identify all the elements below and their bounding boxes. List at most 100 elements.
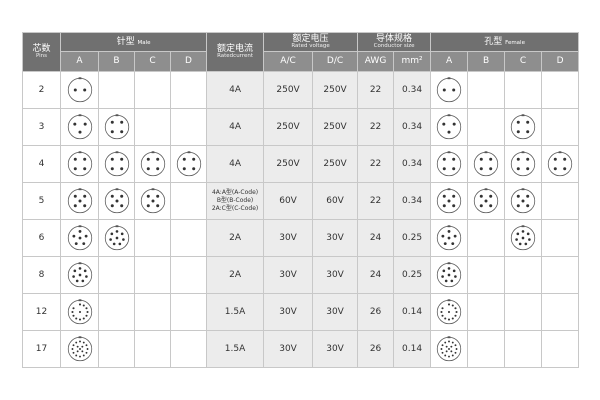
sub-header: D bbox=[541, 51, 580, 72]
icon-cell bbox=[60, 219, 99, 257]
icon-cell bbox=[467, 256, 506, 294]
icon-cell bbox=[541, 330, 580, 368]
icon-cell bbox=[169, 182, 208, 220]
voltage-header: 额定电压 Rated voltage bbox=[263, 32, 359, 52]
pins-cell: 3 bbox=[22, 108, 61, 146]
connector-icon bbox=[64, 296, 96, 328]
pins-cell: 8 bbox=[22, 256, 61, 294]
connector-icon bbox=[507, 148, 539, 180]
icon-cell bbox=[134, 182, 171, 220]
icon-cell bbox=[98, 219, 135, 257]
ac-cell: 30V bbox=[263, 256, 314, 294]
data-row: 17 1.5A 30V 30V 26 0.14 bbox=[22, 330, 580, 368]
current-line: 4A bbox=[229, 159, 241, 169]
ac-cell: 250V bbox=[263, 71, 314, 109]
mm2-cell: 0.14 bbox=[393, 330, 432, 368]
sub-header: B bbox=[98, 51, 135, 72]
awg-cell: 24 bbox=[357, 219, 395, 257]
conductor-header: 导体规格 Conductor size bbox=[357, 32, 432, 52]
connector-icon bbox=[507, 111, 539, 143]
icon-cell bbox=[134, 145, 171, 183]
mm2-cell: 0.34 bbox=[393, 182, 432, 220]
sub-header: D/C bbox=[312, 51, 359, 72]
icon-cell bbox=[134, 330, 171, 368]
ac-cell: 30V bbox=[263, 293, 314, 331]
dc-cell: 30V bbox=[312, 256, 359, 294]
current-line: B型(B-Code) bbox=[216, 196, 254, 204]
awg-cell: 24 bbox=[357, 256, 395, 294]
icon-cell bbox=[430, 219, 469, 257]
dc-cell: 30V bbox=[312, 293, 359, 331]
sub-header: AWG bbox=[357, 51, 395, 72]
icon-cell bbox=[467, 293, 506, 331]
icon-cell bbox=[98, 71, 135, 109]
data-row: 5 4A:A型(A-Code) B型(B-Code) 2A:C型(C-Code) 60V… bbox=[22, 182, 580, 220]
icon-cell bbox=[169, 293, 208, 331]
current-cell: 2A bbox=[206, 256, 265, 294]
icon-cell bbox=[98, 182, 135, 220]
icon-cell bbox=[467, 182, 506, 220]
mm2-cell: 0.25 bbox=[393, 256, 432, 294]
current-cell: 1.5A bbox=[206, 293, 265, 331]
sub-header: C bbox=[504, 51, 543, 72]
ac-cell: 60V bbox=[263, 182, 314, 220]
female-header: 孔型 Female bbox=[430, 32, 580, 52]
connector-icon bbox=[64, 74, 96, 106]
dc-cell: 60V bbox=[312, 182, 359, 220]
current-line: 4A bbox=[229, 85, 241, 95]
icon-cell bbox=[504, 330, 543, 368]
connector-icon bbox=[470, 148, 502, 180]
icon-cell bbox=[134, 108, 171, 146]
icon-cell bbox=[430, 330, 469, 368]
icon-cell bbox=[134, 71, 171, 109]
mm2-cell: 0.34 bbox=[393, 108, 432, 146]
ac-cell: 30V bbox=[263, 330, 314, 368]
awg-cell: 22 bbox=[357, 182, 395, 220]
sub-header: mm² bbox=[393, 51, 432, 72]
sub-header: B bbox=[467, 51, 506, 72]
connector-icon bbox=[433, 74, 465, 106]
icon-cell bbox=[430, 182, 469, 220]
icon-cell bbox=[169, 219, 208, 257]
icon-cell bbox=[504, 293, 543, 331]
header-en: Pins bbox=[35, 52, 48, 59]
current-line: 2A bbox=[229, 233, 241, 243]
pins-header: 芯数 Pins bbox=[22, 32, 61, 72]
header-en: Rated voltage bbox=[291, 42, 330, 49]
current-cell: 4A:A型(A-Code) B型(B-Code) 2A:C型(C-Code) bbox=[206, 182, 265, 220]
icon-cell bbox=[541, 182, 580, 220]
current-line: 2A:C型(C-Code) bbox=[211, 205, 259, 213]
icon-cell bbox=[169, 108, 208, 146]
icon-cell bbox=[430, 108, 469, 146]
data-row: 6 2A 30V 30V 24 0.25 bbox=[22, 219, 580, 257]
pins-cell: 4 bbox=[22, 145, 61, 183]
current-header: 额定电流 Ratedcurrent bbox=[206, 32, 265, 72]
icon-cell bbox=[430, 256, 469, 294]
awg-cell: 22 bbox=[357, 108, 395, 146]
icon-cell bbox=[504, 182, 543, 220]
header-text: 孔型 bbox=[484, 36, 503, 47]
header-row: 芯数 Pins 针型 Male 额定电流 Ratedcurrent 额定电压 Rate… bbox=[22, 32, 580, 72]
connector-icon bbox=[101, 222, 133, 254]
connector-icon bbox=[137, 185, 169, 217]
icon-cell bbox=[541, 256, 580, 294]
sub-header: D bbox=[169, 51, 208, 72]
awg-cell: 26 bbox=[357, 330, 395, 368]
header-text: 导体规格 bbox=[376, 33, 413, 44]
icon-cell bbox=[504, 71, 543, 109]
icon-cell bbox=[467, 145, 506, 183]
icon-cell bbox=[169, 145, 208, 183]
icon-cell bbox=[541, 71, 580, 109]
icon-cell bbox=[467, 71, 506, 109]
icon-cell bbox=[541, 219, 580, 257]
connector-icon bbox=[433, 259, 465, 291]
icon-cell bbox=[430, 71, 469, 109]
icon-cell bbox=[504, 145, 543, 183]
header-text: 额定电流 bbox=[217, 43, 254, 54]
mm2-cell: 0.25 bbox=[393, 219, 432, 257]
connector-icon bbox=[433, 222, 465, 254]
connector-icon bbox=[433, 185, 465, 217]
pins-cell: 5 bbox=[22, 182, 61, 220]
connector-icon bbox=[544, 148, 576, 180]
